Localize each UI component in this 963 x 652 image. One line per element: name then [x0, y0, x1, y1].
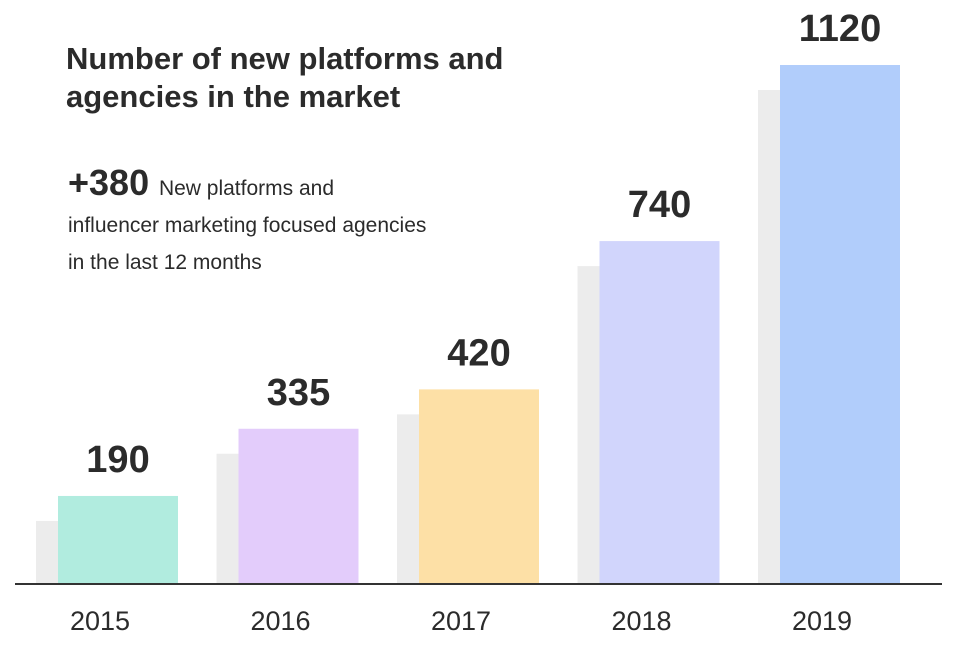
tick-label-2018: 2018 [611, 606, 671, 636]
tick-label-2015: 2015 [70, 606, 130, 636]
annotation-text: New platforms and influencer marketing f… [68, 177, 427, 274]
bar-2018 [599, 241, 720, 584]
bars [58, 65, 900, 584]
tick-label-2016: 2016 [250, 606, 310, 636]
tick-label-2017: 2017 [431, 606, 491, 636]
value-labels: 190 335 420 740 1120 [86, 8, 881, 481]
value-label-2017: 420 [447, 332, 510, 374]
bar-2017 [419, 389, 539, 584]
value-label-2016: 335 [267, 372, 330, 414]
bar-2019 [780, 65, 900, 584]
annotation-highlight: +380 [68, 162, 150, 203]
value-label-2015: 190 [86, 439, 149, 481]
chart-title: Number of new platforms and agencies in … [66, 41, 504, 114]
value-label-2018: 740 [628, 184, 691, 226]
chart-annotation: +380 New platforms and influencer market… [68, 164, 428, 281]
tick-label-2019: 2019 [792, 606, 852, 636]
value-label-2019: 1120 [799, 8, 881, 50]
x-tick-labels: 2015 2016 2017 2018 2019 [70, 606, 852, 636]
bar-2015 [58, 495, 178, 584]
bar-2016 [238, 428, 359, 584]
